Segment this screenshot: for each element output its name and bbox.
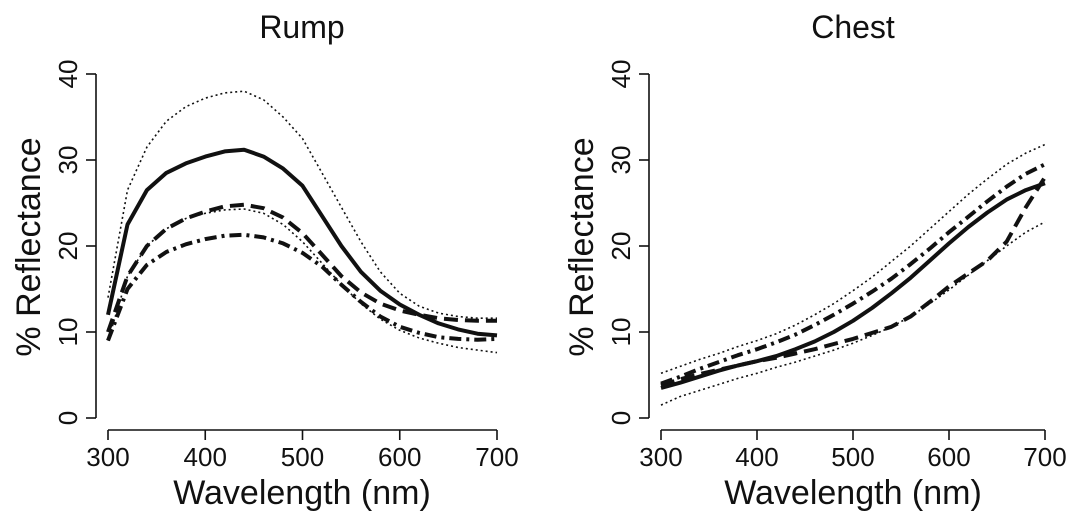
chest-y-tick-label: 20 (606, 232, 636, 261)
chest-series-line-4-dotted (660, 221, 1046, 406)
chest-y-tick-label: 30 (606, 146, 636, 175)
rump-chart-title: Rump (259, 9, 344, 45)
chest-x-tick-label: 400 (735, 442, 778, 472)
chest-y-tick-label: 0 (606, 411, 636, 425)
rump-y-tick-label: 20 (53, 232, 83, 261)
chest-x-tick-label: 700 (1023, 442, 1066, 472)
rump-series-line-3-dotted (107, 90, 497, 320)
chest-series-line-3-dotted (660, 143, 1046, 375)
rump-y-tick-label: 40 (53, 60, 83, 89)
rump-x-tick-label: 400 (184, 442, 227, 472)
chest-panel: Chest Wavelength (nm) % Reflectance 300 4… (563, 9, 1067, 512)
rump-series-line-1-dashed (106, 202, 497, 333)
chest-series-line-0-solid (660, 181, 1046, 390)
chest-chart-title: Chest (811, 9, 895, 45)
rump-x-tick-label: 500 (281, 442, 324, 472)
rump-y-tick-label: 0 (53, 411, 83, 425)
chest-y-axis-label: % Reflectance (563, 137, 601, 356)
chest-series-line-2-dash-dot (660, 162, 1046, 386)
rump-y-axis-label: % Reflectance (10, 137, 48, 356)
rump-x-tick-label: 300 (86, 442, 129, 472)
chest-x-tick-label: 300 (639, 442, 682, 472)
chest-series-line-1-dashed (660, 176, 1047, 388)
rump-panel: Rump Wavelength (nm) % Reflectance 300 40… (10, 9, 519, 512)
chest-y-tick-label: 10 (606, 318, 636, 347)
rump-x-axis-label: Wavelength (nm) (173, 474, 431, 512)
rump-y-tick-label: 10 (53, 318, 83, 347)
rump-y-tick-label: 30 (53, 146, 83, 175)
chest-x-tick-label: 600 (927, 442, 970, 472)
rump-series-line-2-dash-dot (106, 232, 498, 342)
chest-x-tick-label: 500 (831, 442, 874, 472)
chest-x-axis-label: Wavelength (nm) (724, 474, 982, 512)
rump-series-line-0-solid (106, 147, 498, 338)
rump-x-tick-label: 600 (378, 442, 421, 472)
chest-y-tick-label: 40 (606, 60, 636, 89)
rump-x-tick-label: 700 (475, 442, 518, 472)
rump-series-line-4-dotted (107, 208, 498, 354)
